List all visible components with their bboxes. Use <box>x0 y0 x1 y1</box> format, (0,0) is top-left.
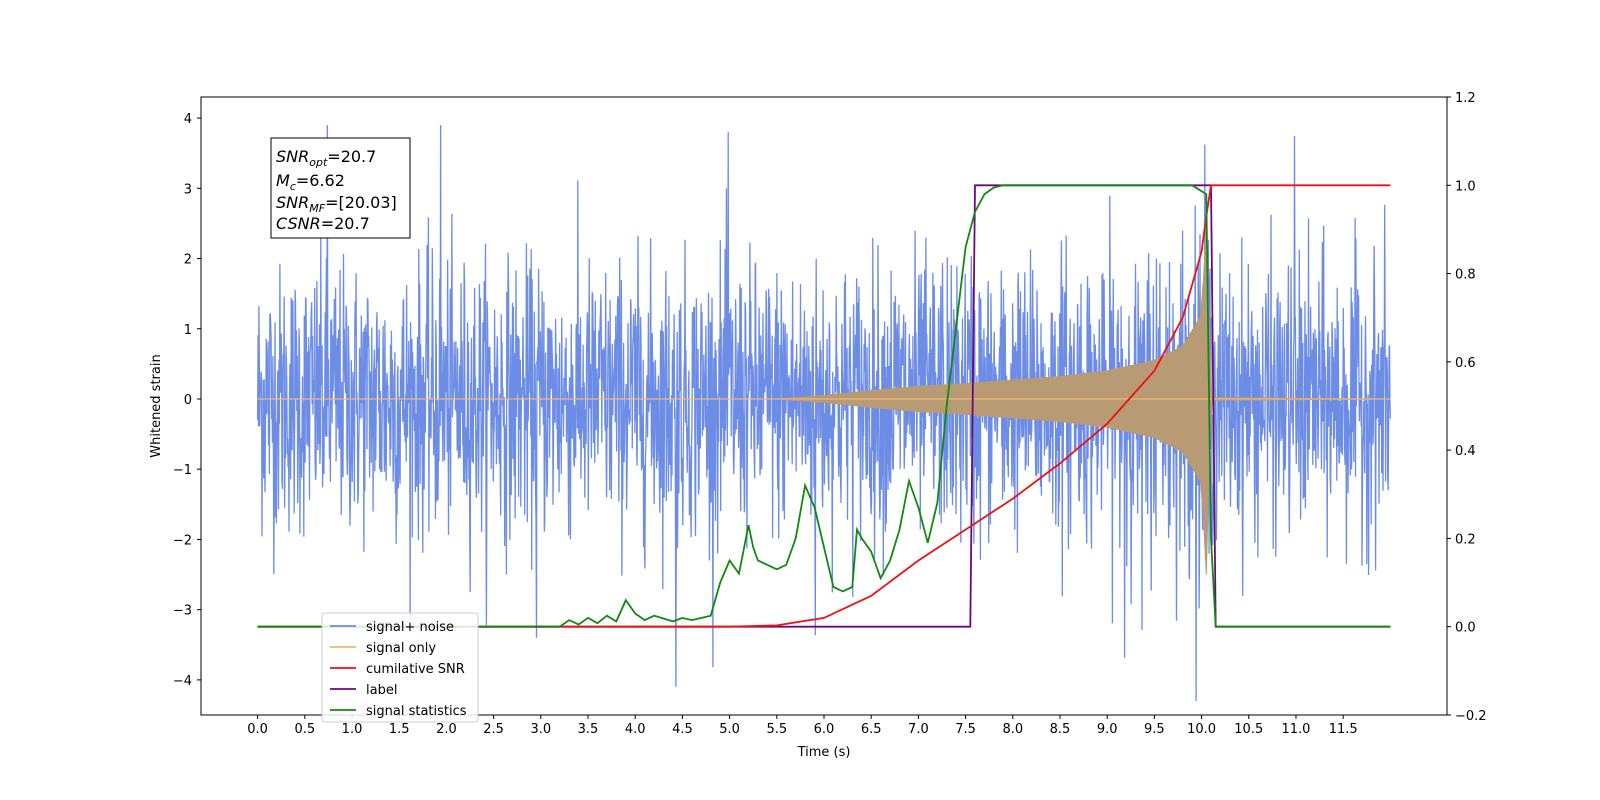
legend-frame <box>321 612 479 723</box>
x-axis: 0.0 0.5 1.0 1.5 2.0 2.5 3.0 3.5 4.0 4.5 5.0 5.5 6.0 6… <box>247 715 1358 737</box>
legend-label: cumilative SNR <box>366 662 465 677</box>
y-axis-label: Whitened strain <box>149 354 164 457</box>
y-tick-label: −1 <box>173 463 192 478</box>
annotation-box: SNRopt=20.7 Mc=6.62 SNRMF=[20.03] CSNR=2… <box>270 137 411 239</box>
y-tick-label: −4 <box>173 674 192 689</box>
legend-label: signal+ noise <box>366 620 454 635</box>
y-tick-label: 1 <box>184 323 192 338</box>
y-axis-right: 1.2 1.0 0.8 0.6 0.4 0.2 0.0 −0.2 <box>1447 91 1487 724</box>
y-tick-label: 0 <box>184 393 192 408</box>
y-axis-left: 4 3 2 1 0 −1 −2 −3 −4 <box>173 112 201 689</box>
x-tick-label: 11.5 <box>1329 722 1358 737</box>
y-tick-label: 4 <box>184 112 192 127</box>
x-tick-label: 4.5 <box>672 722 693 737</box>
x-tick-label: 11.0 <box>1281 722 1310 737</box>
annotation-mc: Mc=6.62 <box>276 171 345 193</box>
plot-area <box>256 125 1392 702</box>
x-tick-label: 7.0 <box>908 722 929 737</box>
y-tick-label: 3 <box>184 182 192 197</box>
y2-tick-label: −0.2 <box>1455 709 1487 724</box>
x-tick-label: 6.0 <box>814 722 835 737</box>
x-tick-label: 5.0 <box>719 722 740 737</box>
x-tick-label: 7.5 <box>955 722 976 737</box>
y2-tick-label: 0.0 <box>1455 621 1476 636</box>
x-tick-label: 2.5 <box>483 722 504 737</box>
x-tick-label: 4.0 <box>625 722 646 737</box>
legend-label: signal only <box>366 641 436 656</box>
series-cumulative-snr-line <box>257 184 1391 628</box>
x-tick-label: 1.5 <box>389 722 410 737</box>
x-tick-label: 1.0 <box>342 722 363 737</box>
annotation-snr-opt: SNRopt=20.7 <box>276 147 376 169</box>
annotation-snr-mf: SNRMF=[20.03] <box>276 193 397 215</box>
y2-tick-label: 0.8 <box>1455 268 1476 283</box>
x-tick-label: 8.5 <box>1050 722 1071 737</box>
x-tick-label: 10.5 <box>1234 722 1263 737</box>
x-tick-label: 0.5 <box>294 722 315 737</box>
x-tick-label: 0.0 <box>247 722 268 737</box>
y-tick-label: −3 <box>173 604 192 619</box>
x-tick-label: 5.5 <box>766 722 787 737</box>
y2-tick-label: 1.2 <box>1455 91 1476 106</box>
annotation-csnr: CSNR=20.7 <box>276 214 370 233</box>
y2-tick-label: 0.2 <box>1455 532 1476 547</box>
x-tick-label: 10.0 <box>1187 722 1216 737</box>
x-tick-label: 9.5 <box>1144 722 1165 737</box>
y2-tick-label: 1.0 <box>1455 179 1476 194</box>
annotation-frame <box>270 137 411 239</box>
legend: signal+ noise signal only cumilative SNR la… <box>321 612 479 723</box>
y2-tick-label: 0.6 <box>1455 356 1476 371</box>
y-tick-label: −2 <box>173 533 192 548</box>
legend-label: label <box>366 683 397 698</box>
y2-tick-label: 0.4 <box>1455 444 1476 459</box>
x-tick-label: 2.0 <box>436 722 457 737</box>
x-tick-label: 3.0 <box>530 722 551 737</box>
series-signal-statistics-line <box>257 184 1391 628</box>
legend-label: signal statistics <box>366 704 467 719</box>
x-tick-label: 6.5 <box>861 722 882 737</box>
x-tick-label: 3.5 <box>578 722 599 737</box>
y-tick-label: 2 <box>184 253 192 268</box>
x-tick-label: 8.0 <box>1002 722 1023 737</box>
x-axis-label: Time (s) <box>797 745 851 760</box>
x-tick-label: 9.0 <box>1097 722 1118 737</box>
